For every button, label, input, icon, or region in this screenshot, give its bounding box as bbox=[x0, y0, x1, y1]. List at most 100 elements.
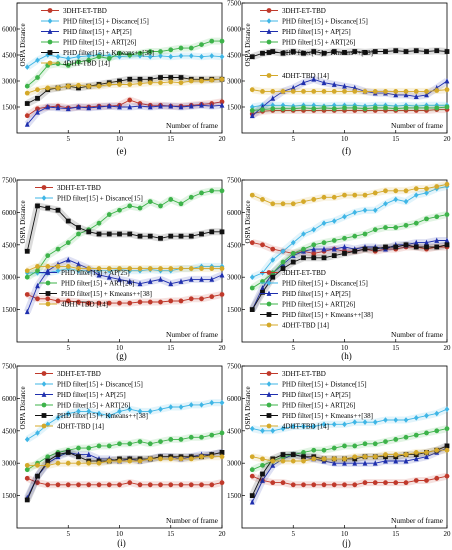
legend-marker bbox=[266, 402, 272, 408]
data-point bbox=[137, 50, 143, 56]
data-point bbox=[127, 104, 133, 110]
data-point bbox=[188, 53, 194, 59]
data-point bbox=[280, 201, 286, 207]
data-point bbox=[290, 89, 296, 94]
data-point bbox=[290, 423, 296, 430]
data-point bbox=[199, 53, 204, 60]
data-point bbox=[178, 437, 184, 442]
data-point bbox=[311, 76, 317, 82]
data-point bbox=[55, 460, 61, 466]
series-4dht bbox=[24, 75, 225, 97]
data-point bbox=[86, 408, 92, 415]
data-point bbox=[393, 91, 399, 98]
data-point bbox=[76, 299, 81, 305]
data-point bbox=[290, 84, 296, 91]
legend: 3DHT-ET-TBD PHD filter[15] + Discance[15]… bbox=[41, 7, 154, 68]
data-point bbox=[24, 248, 30, 254]
data-point bbox=[117, 231, 122, 237]
data-point bbox=[96, 266, 102, 271]
data-point bbox=[219, 292, 225, 297]
data-point bbox=[24, 475, 30, 481]
data-point bbox=[55, 207, 61, 213]
y-tick-label: 7500 bbox=[2, 177, 17, 185]
legend-marker bbox=[45, 291, 51, 296]
data-point bbox=[137, 205, 143, 211]
data-point bbox=[65, 410, 71, 417]
data-point bbox=[424, 430, 429, 436]
data-point bbox=[158, 439, 163, 444]
series-4dht bbox=[249, 446, 450, 465]
data-point bbox=[424, 105, 429, 111]
data-point bbox=[86, 57, 92, 63]
data-point bbox=[76, 82, 81, 88]
panel-g: 1500 3000 4500 6000 7500 5 10 15 20 OSPA Distance… bbox=[2, 177, 226, 362]
data-point bbox=[362, 50, 368, 55]
data-point bbox=[362, 89, 368, 94]
series-distance bbox=[249, 405, 450, 435]
data-point bbox=[280, 425, 286, 432]
data-point bbox=[199, 102, 204, 108]
legend-label: PHD filter[15] + ART[26] bbox=[57, 402, 130, 410]
legend-label: PHD filter[15] + ART[26] bbox=[61, 280, 134, 288]
panel-f: 1500 3000 4500 6000 7500 5 10 15 20 OSPA Distance… bbox=[227, 0, 451, 156]
y-axis-label: OSPA Distance bbox=[19, 386, 27, 429]
data-point bbox=[45, 482, 51, 488]
data-point bbox=[383, 105, 388, 111]
data-point bbox=[352, 192, 358, 198]
data-point bbox=[413, 220, 419, 226]
data-point bbox=[270, 274, 276, 280]
data-point bbox=[209, 229, 215, 235]
data-point bbox=[76, 85, 81, 91]
data-point bbox=[413, 105, 419, 111]
x-tick-label: 10 bbox=[116, 135, 124, 143]
data-point bbox=[362, 480, 368, 486]
data-point bbox=[301, 246, 306, 252]
data-point bbox=[270, 49, 276, 54]
data-point bbox=[117, 78, 122, 84]
data-point bbox=[188, 78, 194, 84]
panel-caption: (g) bbox=[116, 351, 127, 361]
data-point bbox=[76, 454, 81, 460]
data-point bbox=[147, 441, 153, 447]
data-point bbox=[168, 437, 174, 442]
legend-marker bbox=[47, 50, 53, 55]
data-point bbox=[65, 450, 71, 455]
data-point bbox=[86, 445, 92, 451]
data-point bbox=[311, 251, 317, 256]
series-3dht-et-tbd bbox=[24, 475, 225, 489]
legend-marker bbox=[47, 60, 53, 66]
data-point bbox=[280, 50, 286, 56]
data-point bbox=[35, 75, 40, 80]
data-point bbox=[249, 493, 255, 498]
data-point bbox=[35, 480, 40, 486]
data-point bbox=[127, 480, 133, 486]
data-point bbox=[76, 231, 81, 237]
data-point bbox=[117, 50, 122, 56]
data-point bbox=[65, 240, 71, 246]
data-point bbox=[444, 212, 450, 217]
data-point bbox=[424, 478, 429, 483]
legend: 3DHT-ET-TBD PHD filter[15] + Distance[15]… bbox=[260, 370, 373, 431]
legend-label: PHD filter[15] + Kmeans++[38] bbox=[61, 290, 152, 298]
data-point bbox=[137, 408, 143, 415]
y-tick-label: 6000 bbox=[227, 26, 242, 34]
data-point bbox=[168, 75, 174, 80]
data-point bbox=[24, 436, 30, 443]
y-axis-label: OSPA Distance bbox=[244, 23, 252, 66]
data-point bbox=[434, 88, 440, 93]
data-point bbox=[219, 454, 225, 460]
data-point bbox=[372, 190, 378, 196]
data-point bbox=[362, 454, 368, 460]
data-point bbox=[96, 443, 102, 449]
legend-marker bbox=[41, 391, 47, 397]
data-point bbox=[199, 434, 204, 440]
data-point bbox=[321, 421, 327, 428]
data-point bbox=[86, 451, 92, 457]
data-point bbox=[249, 192, 255, 198]
series-art bbox=[249, 211, 450, 291]
data-point bbox=[403, 434, 409, 440]
data-point bbox=[342, 251, 347, 256]
data-point bbox=[290, 458, 296, 464]
data-point bbox=[424, 412, 429, 419]
data-point bbox=[199, 42, 204, 47]
